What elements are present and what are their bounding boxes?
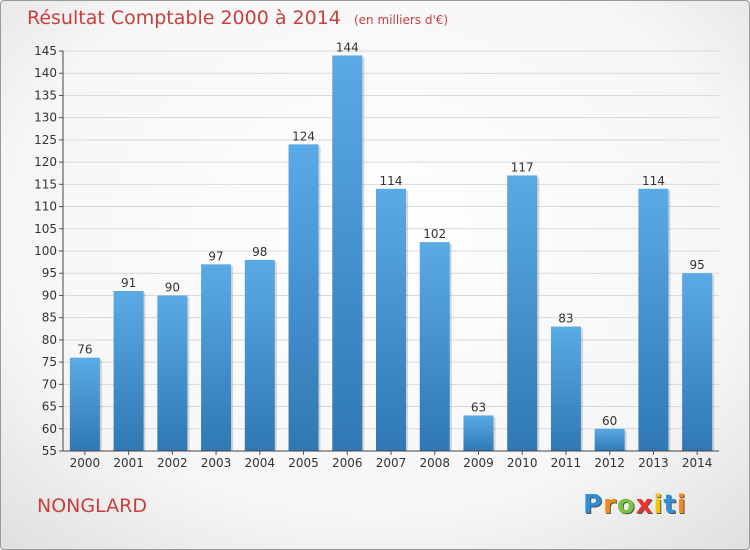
data-label: 97 xyxy=(208,249,223,263)
x-tick-label: 2001 xyxy=(113,456,144,470)
data-label: 124 xyxy=(292,129,315,143)
brand-letter: i xyxy=(676,490,687,520)
chart-subtitle: (en milliers d'€) xyxy=(353,13,449,27)
y-tick-label: 60 xyxy=(42,422,57,436)
brand-letter: r xyxy=(603,490,617,520)
y-tick-label: 115 xyxy=(34,177,57,191)
x-tick-label: 2012 xyxy=(594,456,625,470)
bar xyxy=(463,415,494,451)
bar xyxy=(682,273,713,451)
x-tick-label: 2007 xyxy=(376,456,407,470)
x-tick-label: 2005 xyxy=(288,456,319,470)
brand-letter: t xyxy=(663,490,677,520)
y-tick-label: 85 xyxy=(42,311,57,325)
bar xyxy=(507,175,538,451)
brand-letter: P xyxy=(583,490,604,520)
y-tick-label: 110 xyxy=(34,200,57,214)
y-tick-label: 105 xyxy=(34,222,57,236)
y-tick-label: 135 xyxy=(34,88,57,102)
x-tick-label: 2003 xyxy=(201,456,232,470)
y-tick-label: 70 xyxy=(42,377,57,391)
bar xyxy=(113,291,144,451)
brand-letter: x xyxy=(635,490,654,520)
data-label: 102 xyxy=(423,227,446,241)
chart-title: Résultat Comptable 2000 à 2014 xyxy=(27,7,341,29)
bar xyxy=(157,295,188,451)
data-label: 114 xyxy=(380,174,403,188)
data-label: 117 xyxy=(511,160,534,174)
brand-letter: o xyxy=(616,490,636,520)
y-tick-label: 75 xyxy=(42,355,57,369)
bar xyxy=(376,188,406,451)
y-tick-label: 120 xyxy=(34,155,57,169)
bar xyxy=(288,144,319,452)
bar xyxy=(201,264,232,451)
x-tick-label: 2000 xyxy=(70,456,101,470)
x-tick-label: 2006 xyxy=(332,456,363,470)
bar xyxy=(244,259,275,451)
y-tick-label: 130 xyxy=(34,111,57,125)
y-tick-label: 125 xyxy=(34,133,57,147)
data-label: 144 xyxy=(336,40,359,54)
y-tick-label: 55 xyxy=(42,444,57,458)
x-tick-label: 2013 xyxy=(638,456,669,470)
x-tick-label: 2009 xyxy=(463,456,494,470)
data-label: 60 xyxy=(602,414,617,428)
y-tick-label: 95 xyxy=(42,266,57,280)
data-label: 95 xyxy=(689,258,704,272)
bar xyxy=(419,242,450,451)
x-tick-label: 2010 xyxy=(507,456,538,470)
title-row: Résultat Comptable 2000 à 2014 (en milli… xyxy=(27,7,448,29)
y-tick-label: 100 xyxy=(34,244,57,258)
bar xyxy=(332,55,363,451)
x-tick-label: 2008 xyxy=(419,456,450,470)
x-tick-label: 2014 xyxy=(682,456,713,470)
data-label: 76 xyxy=(77,343,92,357)
brand-letter: i xyxy=(653,490,664,520)
y-tick-label: 90 xyxy=(42,288,57,302)
bar xyxy=(69,357,100,451)
data-label: 83 xyxy=(558,312,573,326)
x-tick-label: 2011 xyxy=(551,456,582,470)
x-tick-label: 2002 xyxy=(157,456,188,470)
bar xyxy=(594,428,625,451)
data-label: 98 xyxy=(252,245,267,259)
y-tick-label: 145 xyxy=(34,44,57,58)
data-label: 63 xyxy=(471,400,486,414)
data-label: 90 xyxy=(165,280,180,294)
data-label: 91 xyxy=(121,276,136,290)
y-tick-label: 65 xyxy=(42,400,57,414)
bar xyxy=(550,326,581,451)
commune-name: NONGLARD xyxy=(37,495,147,517)
x-tick-label: 2004 xyxy=(245,456,276,470)
y-tick-label: 80 xyxy=(42,333,57,347)
brand-logo: Proxiti xyxy=(583,490,687,520)
data-label: 114 xyxy=(642,174,665,188)
y-tick-label: 140 xyxy=(34,66,57,80)
bar xyxy=(638,188,669,451)
